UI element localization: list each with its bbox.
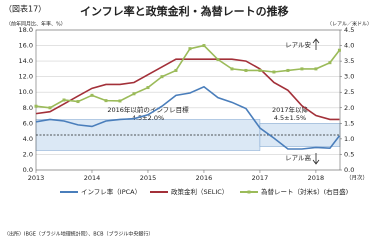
series-marker (76, 100, 80, 104)
y2-tick-label: 1.5 (344, 119, 354, 127)
y2-tick-label: 4.5 (344, 26, 354, 34)
y2-tick-label: 3.5 (344, 57, 354, 65)
series-marker (258, 68, 262, 72)
series-marker (132, 92, 136, 96)
arrow (312, 38, 320, 50)
series-marker (104, 99, 108, 103)
series-marker (160, 75, 164, 79)
legend-label: インフレ率（IPCA） (81, 187, 141, 196)
y-tick-label: 6.0 (23, 119, 33, 127)
y-tick-label: 10.0 (19, 88, 33, 96)
legend-marker (247, 190, 251, 194)
x-tick-label: 2014 (84, 174, 101, 182)
series-marker (146, 86, 150, 90)
source: （出所）IBGE（ブラジル地理統計院）、BCB（ブラジル中央銀行） (4, 231, 153, 238)
series-marker (337, 48, 341, 52)
series-line (35, 85, 341, 150)
annotation: 2017年以降 (272, 105, 309, 114)
series-marker (244, 68, 248, 72)
y-tick-label: 8.0 (23, 104, 33, 112)
annotation: 2016年以前のインフレ目標 (107, 105, 189, 114)
x-axis-label: （月次） (346, 174, 368, 182)
series-marker (230, 67, 234, 71)
series-line (35, 58, 340, 121)
arrow (312, 153, 320, 165)
x-tick-label: 2017 (252, 174, 269, 182)
y2-tick-label: 2.0 (344, 104, 354, 112)
series-marker (48, 106, 52, 110)
y-tick-label: 0.0 (23, 166, 33, 174)
y-tick-label: 12.0 (19, 73, 33, 81)
annotation: レアル高 (285, 153, 311, 162)
y2-tick-label: 3.0 (344, 73, 354, 81)
series-marker (118, 99, 122, 103)
y-tick-label: 14.0 (19, 57, 33, 65)
series-marker (188, 47, 192, 51)
y2-tick-label: 1.0 (344, 135, 354, 143)
series-marker (328, 61, 332, 65)
y-tick-label: 16.0 (19, 42, 33, 50)
y2-tick-label: 4.0 (344, 42, 354, 50)
series-marker (34, 104, 38, 108)
chart-title: インフレ率と政策金利・為替レートの推移 (80, 4, 289, 18)
x-tick-label: 2013 (28, 174, 45, 182)
x-tick-label: 2016 (196, 174, 213, 182)
series-marker (174, 68, 178, 72)
annotation: 4.5±2.0% (132, 114, 164, 122)
y2-tick-label: 2.5 (344, 88, 354, 96)
y2-tick-label: 0.0 (344, 166, 354, 174)
annotation: レアル安 (285, 40, 311, 49)
y2-axis-label: （レアル／米ドル） (327, 21, 372, 28)
annotation: 4.5±1.5% (274, 114, 306, 122)
figure-label: （図表17） (4, 4, 46, 14)
x-tick-label: 2018 (308, 174, 325, 182)
series-marker (314, 67, 318, 71)
x-tick-label: 2015 (140, 174, 157, 182)
y-tick-label: 4.0 (23, 135, 33, 143)
series-marker (216, 58, 220, 62)
series-marker (202, 44, 206, 48)
series-marker (62, 98, 66, 102)
legend-label: 政策金利（SELIC） (171, 187, 228, 196)
legend-label: 為替レート（対米$）(右目盛) (261, 187, 348, 196)
y-tick-label: 2.0 (23, 150, 33, 158)
series-marker (272, 70, 276, 74)
series-marker (90, 93, 94, 97)
plot-frame (35, 29, 341, 171)
series-marker (300, 67, 304, 71)
series-marker (286, 68, 290, 72)
y-tick-label: 18.0 (19, 26, 33, 34)
y2-tick-label: 0.5 (344, 150, 354, 158)
y-axis-label: （前年同月比、年率、%） (6, 21, 66, 28)
